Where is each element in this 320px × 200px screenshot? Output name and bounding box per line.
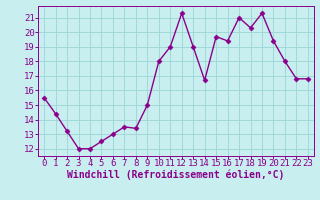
X-axis label: Windchill (Refroidissement éolien,°C): Windchill (Refroidissement éolien,°C) [67, 170, 285, 180]
